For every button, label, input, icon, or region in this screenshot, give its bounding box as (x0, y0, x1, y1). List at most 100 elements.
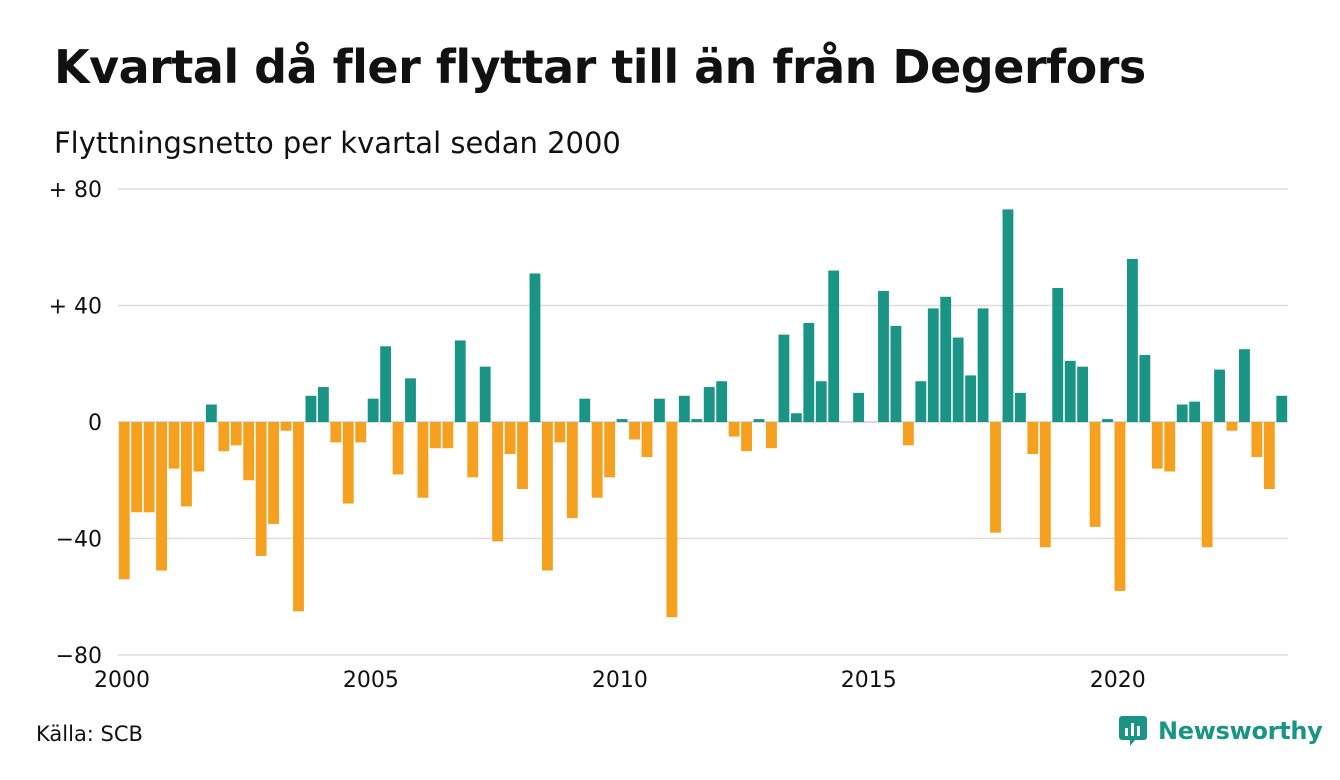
bar (778, 334, 790, 423)
bar (1251, 422, 1263, 457)
bar (1151, 422, 1163, 469)
bar (678, 395, 690, 422)
bar (604, 422, 616, 478)
bar (454, 340, 466, 422)
bar (118, 422, 130, 580)
bar (1002, 209, 1014, 422)
bar (355, 422, 367, 443)
bar (1276, 395, 1288, 422)
bar (280, 422, 292, 431)
bar (1089, 422, 1101, 527)
chart-subtitle: Flyttningsnetto per kvartal sedan 2000 (54, 126, 621, 160)
bar (492, 422, 504, 542)
bar (554, 422, 566, 443)
newsworthy-logo-icon (1119, 716, 1147, 746)
bar (243, 422, 255, 481)
bar (1176, 404, 1188, 422)
bar (1039, 422, 1051, 548)
bar (268, 422, 280, 524)
bar (305, 395, 317, 422)
bar (330, 422, 342, 443)
bar (1064, 360, 1076, 422)
bar (965, 375, 977, 422)
bar (566, 422, 578, 519)
bar (342, 422, 354, 504)
bar (815, 381, 827, 422)
bar (753, 419, 765, 422)
bar (641, 422, 653, 457)
bar (828, 270, 840, 422)
bars (118, 209, 1288, 618)
bar (1102, 419, 1113, 422)
bar (1052, 288, 1064, 422)
bar (1239, 349, 1250, 422)
bar (1114, 422, 1126, 591)
bar (380, 346, 392, 422)
y-tick-label: −40 (56, 528, 102, 553)
x-tick-label: 2000 (94, 668, 150, 693)
bar (579, 398, 591, 422)
bar (977, 308, 989, 422)
bar (1201, 422, 1213, 548)
bar (728, 422, 740, 437)
y-tick-label: + 40 (49, 295, 102, 320)
bar (691, 419, 703, 422)
bar (218, 422, 230, 452)
bar (405, 378, 416, 422)
bar (1126, 258, 1138, 422)
bar (317, 387, 329, 422)
brand-logo: Newsworthy (1118, 714, 1323, 748)
y-tick-label: + 80 (49, 178, 102, 203)
bar (392, 422, 404, 475)
chart-title: Kvartal då fler flyttar till än från Deg… (54, 40, 1146, 94)
bar (230, 422, 242, 446)
bar (529, 273, 541, 422)
bar (766, 422, 777, 449)
bar (741, 422, 752, 452)
bar (716, 381, 728, 422)
bar (1077, 366, 1089, 422)
bar (479, 366, 491, 422)
bar (703, 387, 715, 422)
bar (616, 419, 628, 422)
bar (255, 422, 267, 556)
bar (803, 322, 815, 422)
source-credit: Källa: SCB (36, 722, 143, 746)
bar (1014, 392, 1026, 423)
bar (1226, 422, 1238, 431)
bar (790, 413, 802, 422)
bar (467, 422, 479, 478)
bar (193, 422, 205, 472)
bar (442, 422, 454, 449)
bar (1263, 422, 1275, 489)
bar (878, 290, 889, 422)
bar (902, 422, 914, 446)
bar (666, 422, 678, 618)
bar (205, 404, 217, 422)
bar (940, 296, 952, 422)
bar (591, 422, 603, 498)
x-tick-label: 2005 (343, 668, 399, 693)
bar (1189, 401, 1201, 422)
y-tick-label: −80 (56, 644, 102, 669)
bar (1164, 422, 1176, 472)
bar (143, 422, 155, 513)
bar (1139, 355, 1151, 422)
bar (853, 392, 865, 423)
bar (293, 422, 304, 612)
bar (541, 422, 553, 571)
bar (890, 325, 902, 422)
x-tick-label: 2015 (841, 668, 897, 693)
brand-name: Newsworthy (1158, 717, 1323, 745)
bar (517, 422, 528, 489)
bar (654, 398, 665, 422)
bar (915, 381, 927, 422)
bar (952, 337, 964, 422)
bar (367, 398, 379, 422)
bar (131, 422, 143, 513)
bar (629, 422, 640, 440)
bar (168, 422, 180, 469)
bar (181, 422, 192, 507)
